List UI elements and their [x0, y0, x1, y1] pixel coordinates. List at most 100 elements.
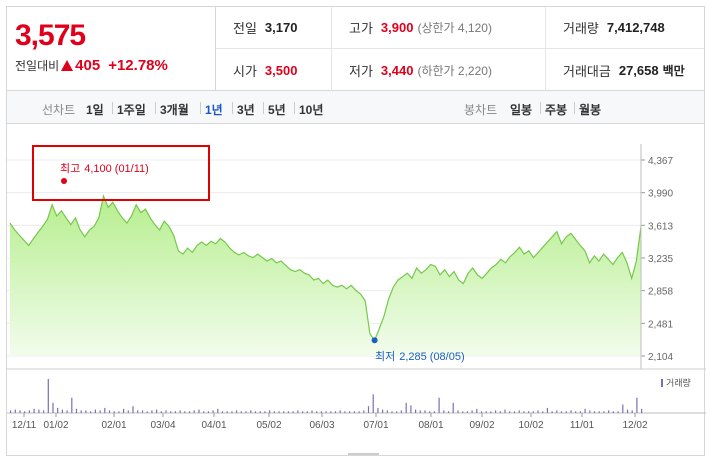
volume-bar: [546, 407, 548, 413]
tab-line-5[interactable]: 5년: [268, 103, 286, 117]
volume-bar: [382, 409, 384, 413]
chart-period-tabs: 선차트 1일 1주일 3개월 1년 3년 5년 10년 봉차트 일봉 주봉 월봉: [6, 91, 705, 124]
up-triangle-icon: [61, 60, 74, 71]
tab-candle-1[interactable]: 주봉: [545, 103, 568, 117]
volume-bar: [141, 410, 144, 413]
volume-bar: [424, 410, 426, 413]
stat-cell: 고가 3,900 (상한가 4,120): [332, 7, 546, 49]
volume-bar: [85, 410, 87, 413]
volume-bar: [132, 406, 134, 413]
volume-bar: [386, 410, 388, 413]
volume-bar: [306, 411, 308, 413]
volume-bar: [28, 410, 30, 413]
volume-bar: [377, 407, 379, 413]
y-tick-label: 2,481: [648, 319, 673, 330]
tab-line-4[interactable]: 3년: [237, 103, 255, 117]
change-label: 전일대비: [15, 59, 60, 73]
price-line: [9, 194, 642, 342]
volume-bar: [174, 411, 176, 413]
volume-bar: [292, 411, 294, 413]
current-price: 3,575: [15, 19, 86, 52]
volume-bar: [542, 411, 544, 413]
volume-bar: [316, 411, 318, 413]
volume-bar: [90, 411, 92, 413]
tab-separator: [540, 102, 541, 114]
stat-cell: 저가 3,440 (하한가 2,220): [332, 49, 546, 91]
tab-line-2[interactable]: 3개월: [160, 103, 189, 117]
volume-bar: [490, 411, 492, 413]
volume-bar: [254, 411, 257, 413]
chart-area: 4,367 3,990 3,613 3,235 2,858 2,481 2,104 최고 4,…: [6, 124, 706, 456]
volume-bar: [575, 411, 577, 413]
volume-bar: [334, 411, 337, 413]
volume-bar: [457, 410, 459, 413]
tab-candle-2[interactable]: 월봉: [579, 103, 602, 117]
volume-bar: [61, 409, 63, 413]
tab-line-1[interactable]: 1주일: [117, 103, 146, 117]
stat-value: 3,500: [264, 62, 298, 78]
tab-line-3[interactable]: 1년: [205, 103, 223, 117]
volume-bar: [231, 411, 233, 413]
volume-bar: [259, 411, 261, 413]
x-tick-label: 05/02: [256, 420, 281, 431]
volume-bar: [47, 379, 49, 413]
stat-cell: 거래대금 27,658 백만: [546, 49, 704, 91]
stat-cell: 전일 3,170: [216, 7, 332, 49]
volume-bar: [240, 411, 242, 413]
volume-bar: [24, 411, 26, 413]
x-tick-label: 12/02: [622, 420, 647, 431]
tab-candle-0[interactable]: 일봉: [510, 103, 533, 117]
volume-bar: [212, 410, 214, 413]
volume-bar: [400, 410, 402, 413]
volume-bar: [617, 411, 619, 413]
volume-bar: [236, 410, 238, 413]
stat-label: 시가: [233, 63, 257, 79]
volume-bar: [570, 410, 572, 413]
volume-bar: [443, 410, 445, 413]
volume-bar: [14, 409, 16, 413]
volume-bar: [589, 410, 591, 413]
volume-bar: [504, 409, 506, 413]
volume-bar: [108, 410, 111, 413]
volume-bar: [52, 402, 54, 413]
x-tick-label: 11/01: [570, 420, 595, 431]
x-tick-label: 07/01: [363, 420, 388, 431]
volume-bar: [137, 410, 139, 413]
volume-bar: [207, 411, 209, 413]
volume-bar: [320, 411, 322, 413]
volume-bar: [302, 411, 304, 413]
stat-value: 3,900: [380, 20, 414, 35]
stat-unit: 백만: [662, 63, 685, 78]
volume-bar: [391, 411, 393, 413]
change-value: 405: [75, 57, 101, 74]
volume-bar: [38, 409, 40, 413]
tab-separator: [263, 102, 264, 114]
stat-value: 27,658: [618, 62, 659, 78]
volume-bar: [603, 411, 605, 413]
volume-bar: [344, 411, 346, 413]
volume-bar: [584, 408, 586, 414]
volume-bar: [19, 410, 21, 413]
volume-bar: [146, 411, 148, 413]
volume-bar: [245, 411, 247, 413]
volume-bar: [33, 408, 35, 414]
volume-bar: [170, 411, 172, 413]
volume-bar: [537, 410, 539, 413]
volume-bar: [631, 410, 633, 413]
volume-bar: [556, 410, 558, 413]
tab-separator: [574, 102, 575, 114]
volume-bar: [188, 411, 191, 413]
change-percent: +12.78%: [108, 57, 168, 74]
x-tick-label: 02/01: [101, 420, 126, 431]
stat-value: 3,170: [264, 20, 298, 35]
stat-label: 저가: [349, 63, 373, 79]
tab-line-6[interactable]: 10년: [299, 103, 324, 117]
volume-bar: [518, 410, 520, 413]
price-chart: 4,367 3,990 3,613 3,235 2,858 2,481 2,104 최고 4,…: [7, 144, 706, 455]
volume-bar: [349, 411, 351, 413]
tab-line-0[interactable]: 1일: [86, 103, 104, 117]
quote-panel: 3,575 전일대비 405 +12.78% 전일 3,170 고가 3,900 (상한…: [6, 6, 705, 91]
price-stats: 전일 3,170 고가 3,900 (상한가 4,120) 거래량 7,412,748 시가 3…: [216, 7, 704, 91]
stat-value: 3,440: [380, 62, 414, 78]
volume-bar: [410, 405, 412, 414]
